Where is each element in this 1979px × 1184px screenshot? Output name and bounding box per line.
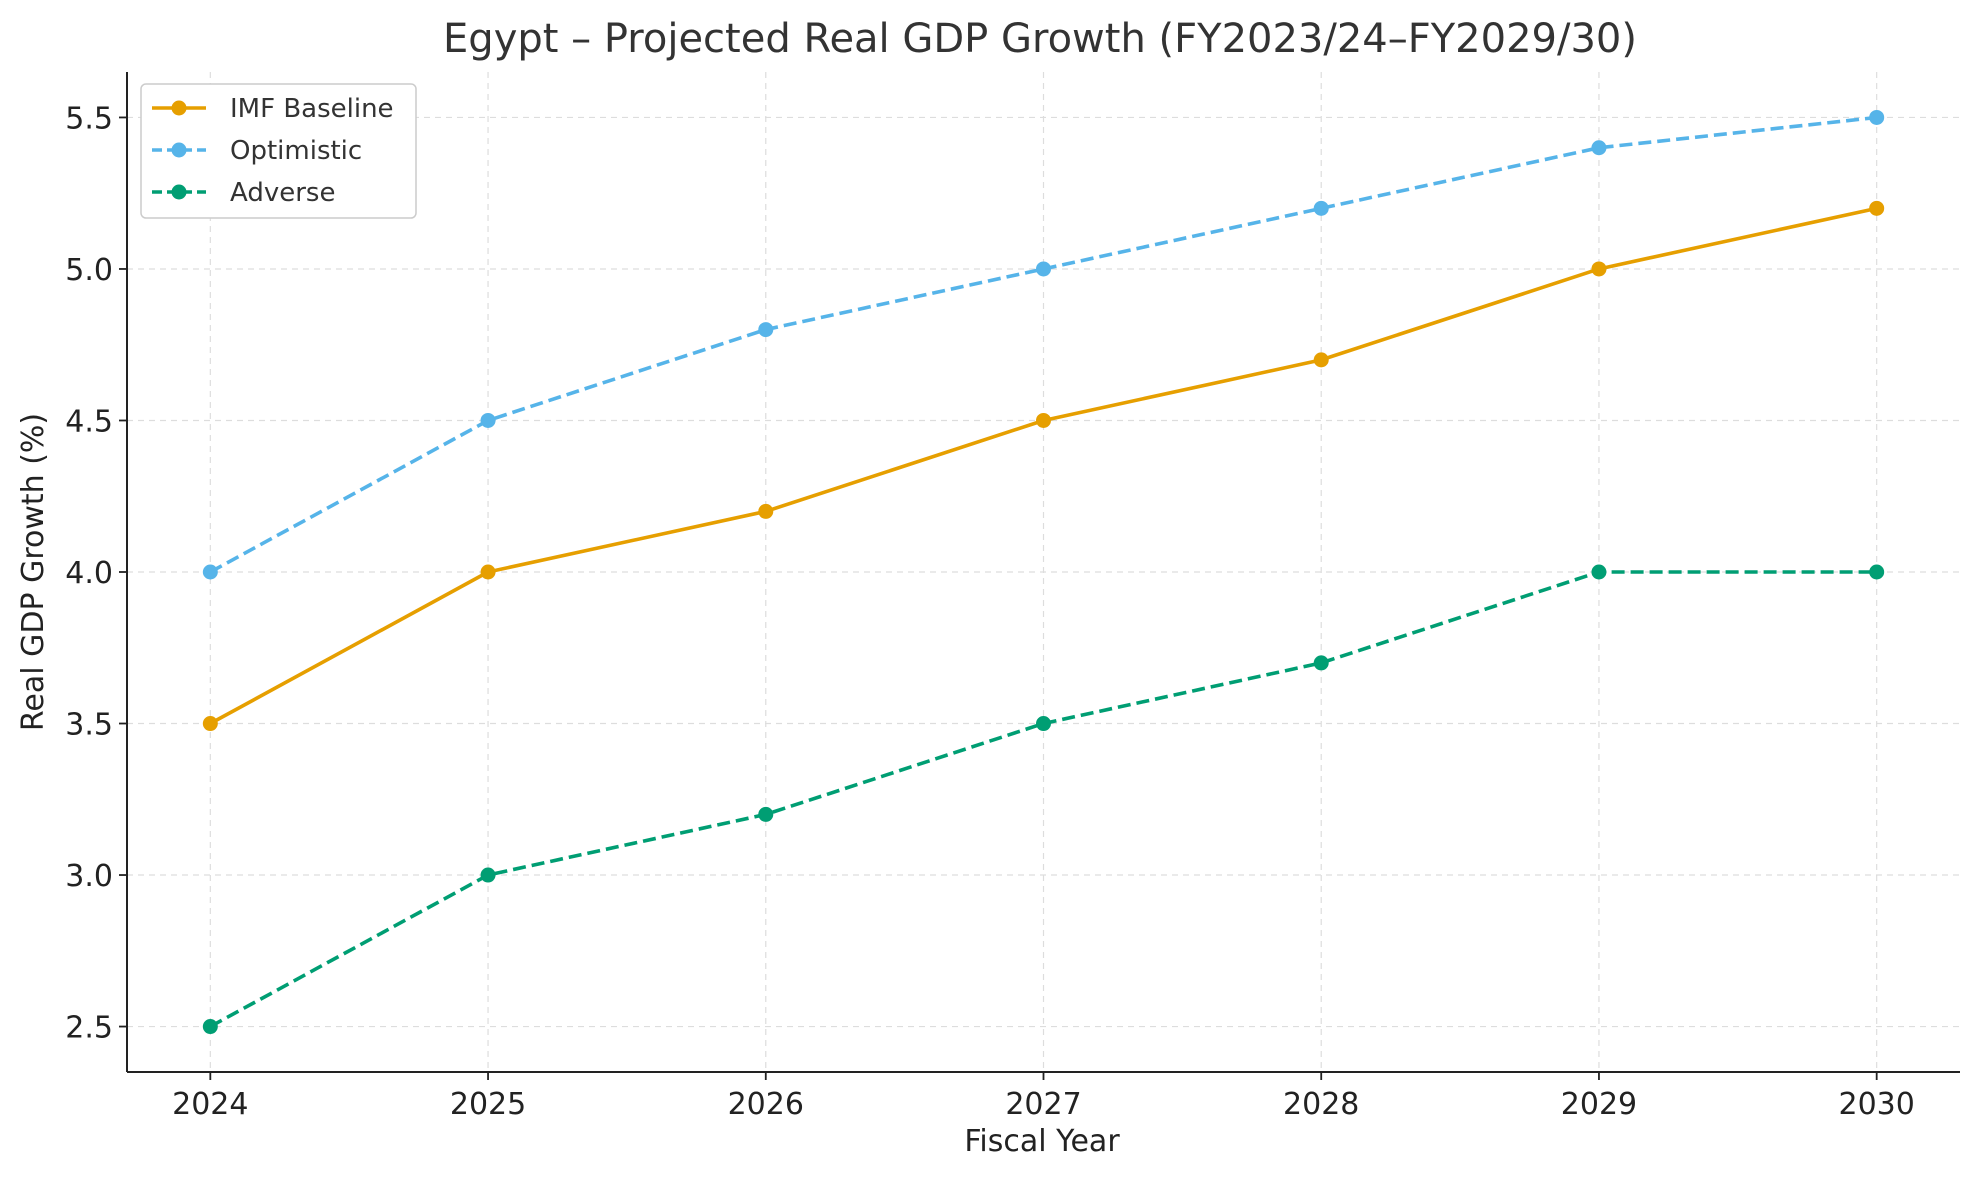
data-point-imf-baseline [1313, 352, 1329, 368]
y-axis-label: Real GDP Growth (%) [16, 413, 51, 731]
x-tick-label: 2024 [172, 1087, 248, 1122]
y-tick-label: 3.0 [65, 859, 113, 894]
x-tick-label: 2027 [1005, 1087, 1081, 1122]
data-point-adverse [202, 1019, 218, 1035]
legend-label-adverse: Adverse [230, 178, 335, 208]
x-axis-label: Fiscal Year [964, 1124, 1120, 1159]
x-tick-label: 2030 [1839, 1087, 1915, 1122]
data-point-imf-baseline [1591, 261, 1607, 277]
x-tick-label: 2026 [728, 1087, 804, 1122]
x-tick-label: 2028 [1283, 1087, 1359, 1122]
legend-label-optimistic: Optimistic [230, 136, 362, 166]
data-point-optimistic [1869, 109, 1885, 125]
y-tick-label: 5.5 [65, 101, 113, 136]
series [202, 109, 1885, 1035]
x-tick-label: 2025 [450, 1087, 526, 1122]
data-point-optimistic [480, 412, 496, 428]
y-tick-label: 3.5 [65, 708, 113, 743]
data-point-optimistic [202, 564, 218, 580]
data-point-optimistic [1591, 140, 1607, 156]
y-tick-label: 2.5 [65, 1011, 113, 1046]
y-tick-label: 5.0 [65, 253, 113, 288]
legend-marker-imf-baseline [171, 100, 187, 116]
data-point-adverse [480, 867, 496, 883]
legend-marker-optimistic [171, 142, 187, 158]
chart-title: Egypt – Projected Real GDP Growth (FY202… [443, 16, 1637, 62]
data-point-imf-baseline [202, 716, 218, 732]
y-tick-label: 4.5 [65, 404, 113, 439]
data-point-adverse [1869, 564, 1885, 580]
data-point-imf-baseline [1869, 200, 1885, 216]
legend-marker-adverse [171, 184, 187, 200]
legend-label-imf-baseline: IMF Baseline [230, 94, 394, 124]
data-point-imf-baseline [480, 564, 496, 580]
data-point-adverse [1036, 716, 1051, 732]
data-point-imf-baseline [758, 503, 774, 519]
data-point-imf-baseline [1036, 412, 1051, 428]
data-point-adverse [758, 806, 774, 822]
ticks: 2024 2025 2026 2027 2028 2029 2030 2.5 3.0 3.5 4.0… [65, 101, 1915, 1122]
legend-box [140, 83, 417, 219]
data-point-adverse [1591, 564, 1607, 580]
data-point-optimistic [758, 322, 774, 338]
y-tick-label: 4.0 [65, 556, 113, 591]
legend: IMF Baseline Optimistic Adverse [140, 83, 417, 219]
x-tick-label: 2029 [1561, 1087, 1637, 1122]
data-point-adverse [1313, 655, 1329, 671]
data-point-optimistic [1313, 200, 1329, 216]
data-point-optimistic [1036, 261, 1051, 277]
